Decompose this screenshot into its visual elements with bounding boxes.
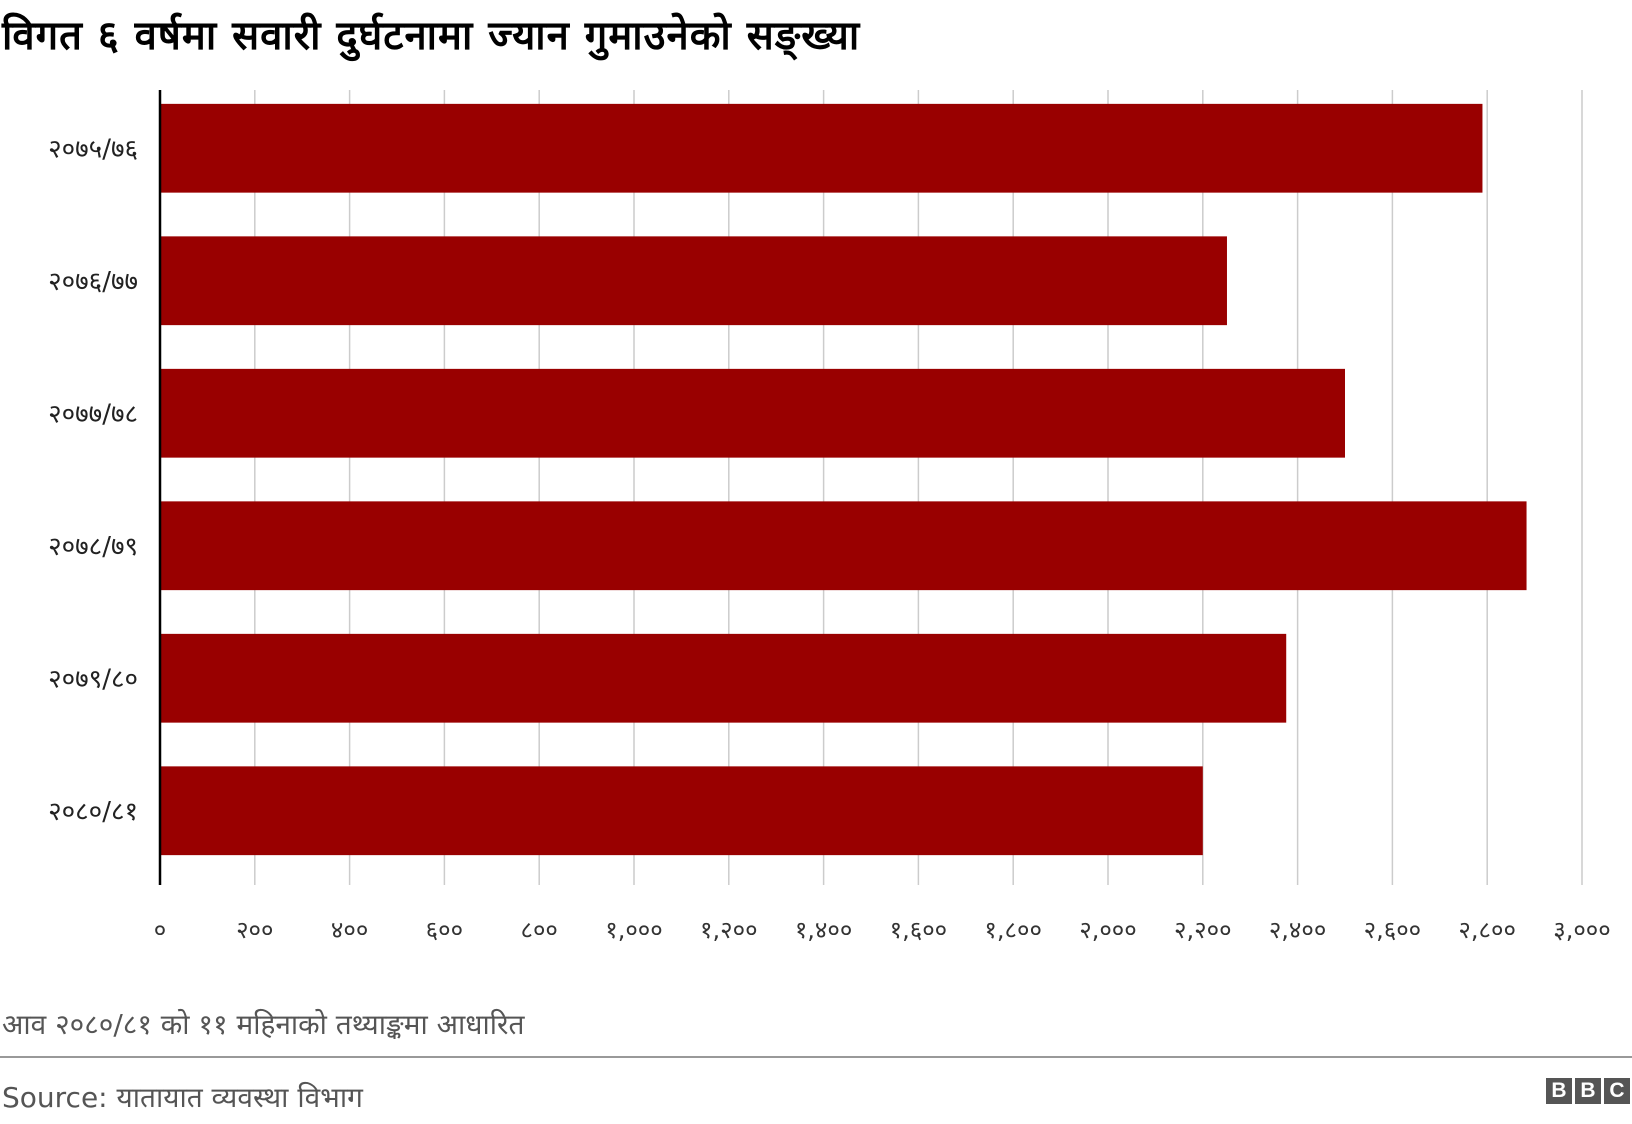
footnote: आव २०८०/८१ को ११ महिनाको तथ्याङ्कमा आधार… [2, 1008, 525, 1041]
bar-chart: २०७५/७६ २०७६/७७ २०७७/७८ २०७८/७९ २०७९/८० २०८०/… [48, 90, 1611, 944]
x-tick-label: १,४०० [795, 916, 853, 944]
x-tick-label: १,८०० [984, 916, 1042, 944]
x-tick-label: ४०० [331, 916, 368, 944]
x-tick-label: २,२०० [1174, 916, 1232, 944]
bar [160, 368, 1345, 458]
bar [160, 633, 1287, 723]
x-tick-label: ३,००० [1553, 916, 1611, 944]
x-tick-label: २०० [236, 916, 273, 944]
x-tick-labels: ० २०० ४०० ६०० ८०० १,००० १,२०० १,४०० १,६०० १,८०० २,… [154, 916, 1611, 944]
x-tick-label: १,६०० [890, 916, 948, 944]
brand-logo: B B C [1546, 1078, 1630, 1104]
source-note: Source: यातायात व्यवस्था विभाग [2, 1081, 363, 1114]
category-labels: २०७५/७६ २०७६/७७ २०७७/७८ २०७८/७९ २०७९/८० २०८०/… [48, 134, 138, 827]
x-tick-label: १,००० [605, 916, 663, 944]
category-label: २०७७/७८ [48, 399, 138, 429]
x-tick-label: ० [154, 916, 166, 944]
gridlines [254, 90, 1583, 885]
x-tick-label: २,००० [1079, 916, 1137, 944]
bar [160, 103, 1483, 193]
category-label: २०७८/७९ [48, 532, 138, 562]
category-label: २०७९/८० [48, 664, 138, 694]
category-label: २०७५/७६ [48, 134, 138, 164]
brand-letter: B [1575, 1078, 1601, 1104]
brand-letter: B [1546, 1078, 1572, 1104]
footer-divider [0, 1056, 1632, 1058]
bar [160, 766, 1203, 856]
x-tick-label: ६०० [426, 916, 463, 944]
category-label: २०८०/८१ [48, 797, 138, 827]
x-tick-label: २,४०० [1269, 916, 1327, 944]
chart-title: विगत ६ वर्षमा सवारी दुर्घटनामा ज्यान गुम… [2, 13, 861, 59]
x-tick-label: २,६०० [1364, 916, 1422, 944]
bar [160, 236, 1227, 326]
x-tick-label: ८०० [520, 916, 557, 944]
bars [160, 103, 1527, 856]
x-tick-label: १,२०० [700, 916, 758, 944]
bar [160, 501, 1527, 591]
category-label: २०७६/७७ [48, 267, 138, 297]
brand-letter: C [1604, 1078, 1630, 1104]
x-tick-label: २,८०० [1458, 916, 1516, 944]
